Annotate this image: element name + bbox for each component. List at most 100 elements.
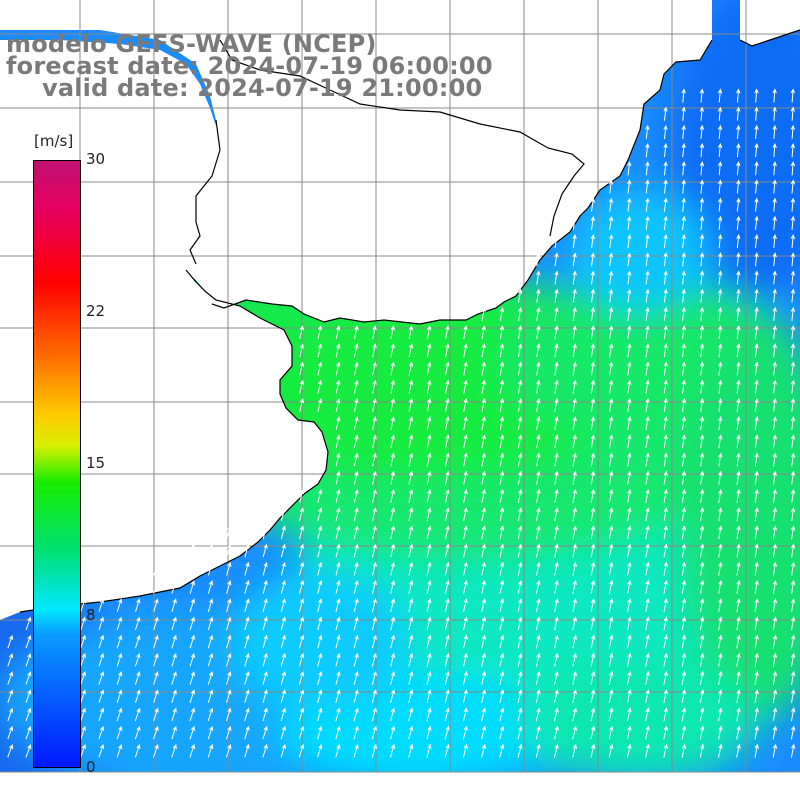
wind-arrow — [790, 142, 796, 158]
wind-arrow — [371, 543, 377, 558]
wind-arrow — [645, 161, 650, 176]
wind-arrow — [517, 561, 523, 576]
wind-arrow — [590, 215, 595, 230]
wind-arrow — [535, 707, 541, 722]
wind-arrow — [80, 616, 86, 631]
valid-date: valid date: 2024-07-19 21:00:00 — [42, 74, 483, 102]
wind-arrow — [718, 543, 723, 558]
wind-arrow — [718, 525, 723, 540]
wind-arrow — [353, 543, 359, 558]
wind-arrow — [207, 543, 214, 558]
wind-arrow — [681, 288, 686, 303]
wind-arrow — [754, 689, 759, 704]
wind-arrow — [226, 561, 232, 576]
wind-arrow — [736, 743, 741, 758]
wind-arrow — [481, 689, 487, 704]
wind-arrow — [663, 379, 668, 394]
wind-arrow — [408, 416, 414, 431]
wind-arrow — [627, 579, 632, 594]
wind-arrow — [681, 325, 686, 340]
wind-arrow — [426, 725, 432, 740]
wind-arrow — [590, 361, 596, 376]
wind-arrow — [462, 670, 468, 685]
wind-arrow — [590, 707, 596, 722]
wind-arrow — [335, 488, 341, 503]
wind-arrow — [390, 543, 396, 558]
wind-arrow — [554, 543, 559, 558]
wind-arrow — [790, 434, 796, 449]
wind-arrow — [627, 670, 632, 685]
wind-arrow — [736, 598, 741, 613]
wind-arrow — [80, 598, 86, 612]
south-continent-land — [0, 772, 800, 800]
wind-arrow — [663, 397, 668, 412]
wind-arrow — [663, 470, 668, 485]
wind-arrow — [608, 161, 614, 176]
wind-arrow — [299, 343, 304, 358]
wind-arrow — [372, 343, 377, 358]
wind-arrow — [298, 743, 305, 758]
wind-arrow — [627, 543, 632, 558]
wind-arrow — [699, 634, 705, 649]
wind-arrow — [681, 306, 686, 321]
wind-arrow — [426, 670, 432, 685]
wind-arrow — [390, 670, 396, 685]
wind-arrow — [663, 543, 668, 558]
wind-arrow — [116, 744, 123, 758]
wind-arrow — [736, 488, 741, 503]
wind-arrow — [517, 616, 523, 631]
wind-arrow — [153, 561, 159, 576]
wind-arrow — [244, 725, 250, 740]
wind-arrow — [790, 179, 796, 194]
wind-arrow — [608, 525, 614, 540]
wind-arrow — [754, 470, 759, 485]
wind-arrow — [244, 652, 250, 667]
wind-arrow — [554, 452, 559, 467]
wind-arrow — [736, 124, 741, 139]
wind-arrow — [699, 106, 705, 121]
wind-arrow — [772, 343, 777, 358]
wind-arrow — [554, 470, 559, 485]
wind-arrow — [718, 616, 723, 631]
wind-arrow — [554, 652, 559, 667]
wind-arrow — [772, 743, 778, 758]
wind-arrow — [390, 507, 396, 522]
wind-arrow — [554, 507, 559, 522]
wind-arrow — [736, 470, 741, 485]
wind-arrow — [517, 689, 523, 704]
wind-arrow — [353, 379, 359, 394]
wind-arrow — [80, 671, 86, 685]
wind-arrow — [116, 707, 123, 722]
wind-arrow — [280, 671, 286, 685]
wind-arrow — [445, 397, 450, 412]
wind-arrow — [426, 325, 432, 340]
wind-arrow — [207, 671, 214, 685]
wind-arrow — [390, 634, 396, 649]
wind-arrow — [736, 634, 741, 649]
wind-arrow — [499, 561, 505, 576]
wind-arrow — [718, 343, 723, 358]
wind-arrow — [681, 725, 687, 740]
wind-arrow — [444, 470, 450, 485]
wind-arrow — [663, 106, 668, 121]
wind-arrow — [554, 579, 559, 594]
wind-arrow — [663, 179, 668, 194]
wind-arrow — [390, 707, 396, 722]
wind-arrow — [463, 361, 468, 376]
wind-arrow — [517, 397, 523, 412]
wind-arrow — [463, 379, 468, 394]
wind-arrow — [408, 561, 414, 576]
wind-arrow — [754, 324, 759, 340]
wind-arrow — [517, 361, 523, 376]
wind-arrow — [463, 343, 468, 358]
wind-arrow — [7, 725, 14, 740]
wind-arrow — [663, 452, 668, 467]
wind-arrow — [299, 325, 304, 340]
wind-arrow — [116, 671, 123, 685]
wind-arrow — [627, 379, 632, 394]
wind-arrow — [608, 470, 614, 485]
colorbar-tick-30: 30 — [86, 150, 106, 168]
wind-arrow — [681, 179, 686, 194]
wind-arrow — [754, 252, 759, 267]
wind-arrow — [134, 616, 141, 631]
